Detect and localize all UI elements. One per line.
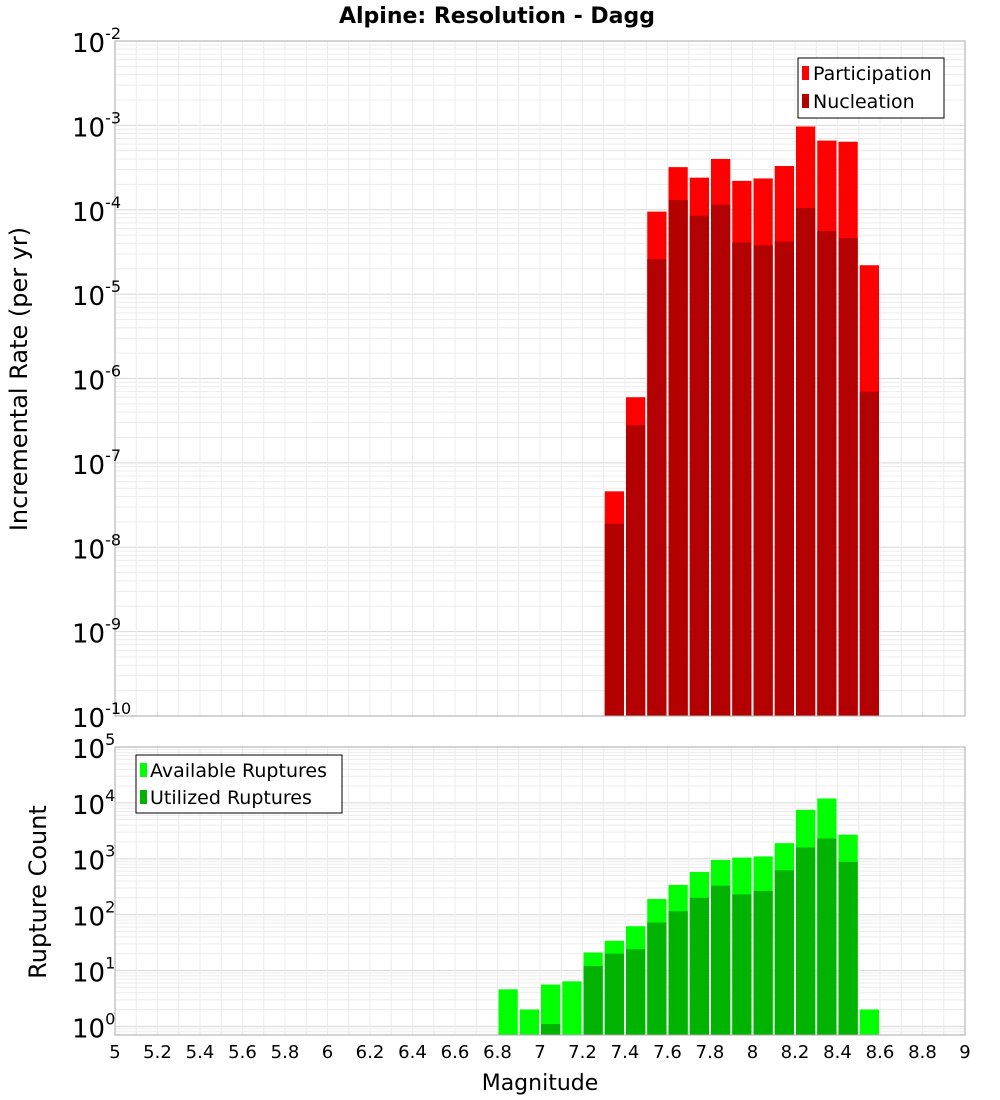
- x-tick-label: 5.8: [271, 1042, 300, 1063]
- top-plot-area: 10-10 10-9 10-8 10-7 10-6 10-5 10-4 10-3 10-2 In…: [5, 24, 966, 734]
- x-tick-label: 6.8: [483, 1042, 512, 1063]
- legend-label-available: Available Ruptures: [150, 760, 327, 782]
- bottom-bar-utilized-ruptures: [604, 953, 624, 1035]
- x-tick-label: 7.2: [568, 1042, 597, 1063]
- bottom-y-tick-label: 103: [72, 842, 115, 877]
- bottom-bar-available-ruptures: [519, 1009, 539, 1035]
- bottom-bar-utilized-ruptures: [711, 885, 731, 1035]
- x-tick-label: 6.4: [398, 1042, 427, 1063]
- legend-swatch-utilized: [140, 790, 147, 804]
- x-tick-label: 8.8: [908, 1042, 937, 1063]
- x-axis-label: Magnitude: [482, 1071, 599, 1096]
- top-legend: Participation Nucleation: [797, 57, 945, 119]
- x-tick-label: 7.8: [696, 1042, 725, 1063]
- top-y-tick-label: 10-6: [72, 362, 121, 397]
- bottom-y-tick-label: 105: [72, 730, 115, 765]
- x-tick-label: 6.2: [356, 1042, 385, 1063]
- bottom-y-tick-label: 104: [72, 786, 115, 821]
- top-bar-nucleation: [859, 391, 879, 716]
- top-legend-box: [797, 57, 945, 119]
- legend-label-utilized: Utilized Ruptures: [150, 787, 312, 809]
- bottom-y-tick-label: 102: [72, 898, 115, 933]
- x-tick-label: 6.6: [441, 1042, 470, 1063]
- x-tick-label: 8.2: [781, 1042, 810, 1063]
- top-y-tick-label: 10-3: [72, 108, 121, 143]
- bottom-bar-utilized-ruptures: [626, 949, 646, 1035]
- bottom-bar-utilized-ruptures: [668, 911, 688, 1035]
- x-tick-label: 7.4: [611, 1042, 640, 1063]
- top-y-tick-label: 10-5: [72, 277, 121, 312]
- bottom-legend: Available Ruptures Utilized Ruptures: [135, 754, 343, 814]
- legend-label-participation: Participation: [813, 63, 932, 85]
- x-tick-label: 9: [959, 1042, 970, 1063]
- top-bar-nucleation: [817, 230, 837, 716]
- bottom-bar-utilized-ruptures: [541, 1024, 561, 1035]
- top-bar-nucleation: [668, 200, 688, 716]
- top-bar-nucleation: [604, 523, 624, 716]
- top-bar-nucleation: [732, 242, 752, 716]
- bottom-bar-utilized-ruptures: [753, 890, 773, 1035]
- bottom-bar-available-ruptures: [498, 989, 518, 1035]
- bottom-bar-available-ruptures: [859, 1009, 879, 1035]
- bottom-y-ticks: 100 101 102 103 104 105: [72, 730, 115, 1044]
- legend-swatch-nucleation: [802, 94, 809, 108]
- legend-label-nucleation: Nucleation: [813, 91, 915, 113]
- top-y-tick-label: 10-7: [72, 446, 121, 481]
- bottom-bar-utilized-ruptures: [647, 922, 667, 1035]
- bottom-plot-border: [114, 746, 966, 1036]
- bottom-plot-area: 100 101 102 103 104 105 5 5.2 5.4 5.6 5.8 6 6.2 6.4 6…: [24, 730, 971, 1096]
- top-bar-nucleation: [689, 215, 709, 717]
- top-y-tick-label: 10-9: [72, 615, 121, 650]
- top-bar-nucleation: [774, 241, 794, 717]
- bottom-bar-utilized-ruptures: [796, 847, 816, 1035]
- top-y-tick-label: 10-8: [72, 530, 121, 565]
- top-bar-nucleation: [626, 425, 646, 716]
- bottom-y-axis-label: Rupture Count: [24, 805, 52, 979]
- top-gridlines: [114, 41, 966, 717]
- bottom-bar-utilized-ruptures: [838, 861, 858, 1035]
- top-y-axis-label: Incremental Rate (per yr): [5, 227, 33, 531]
- bottom-legend-box: [135, 754, 343, 814]
- legend-swatch-participation: [802, 66, 809, 80]
- bottom-x-ticks: 5 5.2 5.4 5.6 5.8 6 6.2 6.4 6.6 6.8 7 7.2 7.4 7.6 7.8 8…: [109, 1042, 970, 1063]
- top-bars: [604, 126, 879, 717]
- bottom-y-tick-label: 100: [72, 1009, 115, 1044]
- bottom-bars: [498, 798, 879, 1035]
- x-tick-label: 5.4: [186, 1042, 215, 1063]
- top-y-ticks: 10-10 10-9 10-8 10-7 10-6 10-5 10-4 10-3 10-2: [72, 24, 131, 734]
- bottom-bar-available-ruptures: [541, 984, 561, 1035]
- bottom-bar-available-ruptures: [562, 981, 582, 1035]
- top-plot-border: [114, 40, 966, 717]
- top-bar-nucleation: [753, 245, 773, 717]
- x-tick-label: 7: [534, 1042, 545, 1063]
- bottom-bar-utilized-ruptures: [817, 838, 837, 1035]
- top-bar-nucleation: [647, 259, 667, 716]
- bottom-y-tick-label: 101: [72, 953, 115, 988]
- x-tick-label: 7.6: [653, 1042, 682, 1063]
- bottom-bar-utilized-ruptures: [732, 894, 752, 1035]
- x-tick-label: 8.6: [866, 1042, 895, 1063]
- top-bar-nucleation: [711, 204, 731, 717]
- x-tick-label: 8.4: [823, 1042, 852, 1063]
- x-tick-label: 8: [747, 1042, 758, 1063]
- bottom-bar-utilized-ruptures: [689, 897, 709, 1035]
- top-bar-nucleation: [796, 207, 816, 716]
- x-tick-label: 5.6: [228, 1042, 257, 1063]
- x-tick-label: 5.2: [143, 1042, 172, 1063]
- top-y-tick-label: 10-10: [72, 699, 131, 734]
- top-y-tick-label: 10-2: [72, 24, 121, 59]
- top-bar-nucleation: [838, 238, 858, 716]
- top-y-tick-label: 10-4: [72, 193, 121, 228]
- x-tick-label: 5: [109, 1042, 120, 1063]
- x-tick-label: 6: [322, 1042, 333, 1063]
- bottom-bar-utilized-ruptures: [583, 966, 603, 1035]
- bottom-bar-utilized-ruptures: [774, 870, 794, 1035]
- chart-title: Alpine: Resolution - Dagg: [339, 4, 655, 29]
- legend-swatch-available: [140, 763, 147, 777]
